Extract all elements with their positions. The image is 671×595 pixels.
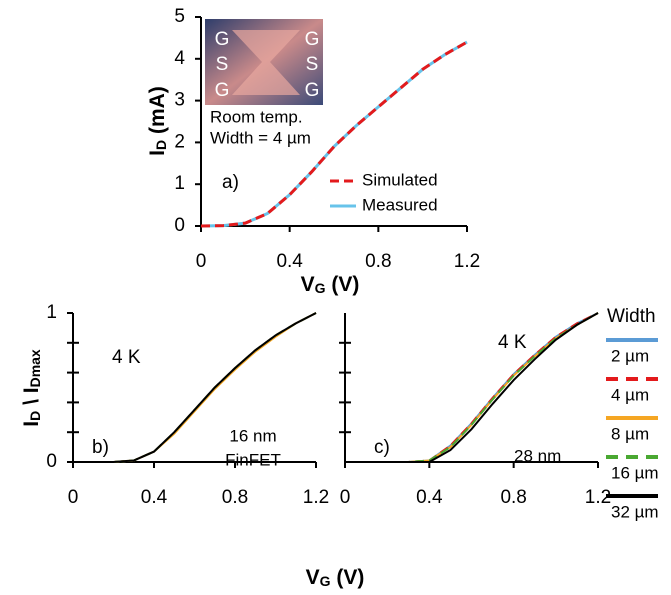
y-tick-label: 0 [174, 215, 185, 236]
y-axis-title-part: I [20, 421, 43, 427]
legend-label: 2 µm [611, 346, 649, 365]
y-tick-label: 3 [174, 90, 185, 111]
x-tick-label: 0 [196, 251, 207, 272]
data-line [73, 312, 317, 463]
y-axis-title-part: Dmax [27, 349, 43, 387]
annotation: 28 nm [514, 446, 561, 465]
y-axis-title-part: D [153, 140, 169, 150]
x-tick-label: 0.8 [222, 487, 248, 508]
x-tick-label: 1.2 [454, 251, 480, 272]
x-axis-title-part: V [301, 273, 315, 296]
x-axis-title-part: G [315, 280, 326, 296]
y-tick-label: 0 [46, 451, 57, 472]
y-tick-label: 1 [174, 173, 185, 194]
x-tick-label: 0.4 [276, 251, 303, 272]
annotation: Width = 4 µm [210, 128, 311, 147]
x-axis-title: VG (V) [301, 273, 360, 296]
data-line [345, 312, 599, 463]
inset-device [232, 30, 300, 95]
data-line [73, 312, 317, 463]
legend-label: Measured [362, 195, 438, 214]
annotation: 4 K [498, 332, 527, 353]
annotation: FinFET [225, 450, 281, 469]
annotation: 4 K [112, 347, 141, 368]
y-axis-title-part: \ I [20, 387, 43, 410]
y-tick-label: 2 [174, 131, 185, 152]
y-axis-title: ID (mA) [146, 86, 169, 156]
legend-label: Simulated [362, 170, 438, 189]
x-tick-label: 1.2 [303, 487, 329, 508]
data-line [73, 312, 317, 463]
inset-label: S [306, 54, 319, 75]
x-axis-title: VG (V) [306, 566, 365, 589]
legend-label: 8 µm [611, 424, 649, 443]
y-axis-title: ID \ IDmax [20, 349, 43, 427]
legend-title: Width [607, 306, 656, 327]
data-line [73, 312, 317, 463]
x-tick-label: 0 [68, 487, 79, 508]
annotation: c) [374, 437, 390, 458]
inset-label: G [215, 80, 230, 101]
x-tick-label: 0.8 [365, 251, 391, 272]
annotation: b) [92, 437, 109, 458]
legend-label: 16 µm [611, 463, 659, 482]
annotation: Room temp. [210, 107, 303, 126]
x-axis-title-part: G [320, 573, 331, 589]
inset-label: G [215, 29, 230, 50]
y-tick-label: 5 [174, 6, 185, 27]
legend-label: 32 µm [611, 502, 659, 521]
annotation: 16 nm [229, 426, 276, 445]
data-line [73, 312, 317, 463]
y-axis-title-part: D [27, 411, 43, 421]
x-axis-title-part: V [306, 566, 320, 589]
y-tick-label: 1 [46, 302, 57, 323]
x-tick-label: 0 [340, 487, 351, 508]
inset-label: G [305, 29, 320, 50]
x-axis-title-part: (V) [331, 566, 365, 589]
y-axis-title-part: (mA) [146, 86, 169, 140]
y-tick-label: 4 [174, 48, 185, 69]
annotation: a) [222, 172, 239, 193]
x-tick-label: 0.8 [500, 487, 526, 508]
y-axis-title-part: I [146, 150, 169, 156]
inset-label: S [216, 54, 229, 75]
x-tick-label: 1.2 [585, 487, 611, 508]
data-line [200, 40, 468, 228]
x-axis-title-part: (V) [326, 273, 360, 296]
inset-label: G [305, 80, 320, 101]
x-tick-label: 0.4 [416, 487, 443, 508]
legend-label: 4 µm [611, 385, 649, 404]
x-tick-label: 0.4 [141, 487, 168, 508]
